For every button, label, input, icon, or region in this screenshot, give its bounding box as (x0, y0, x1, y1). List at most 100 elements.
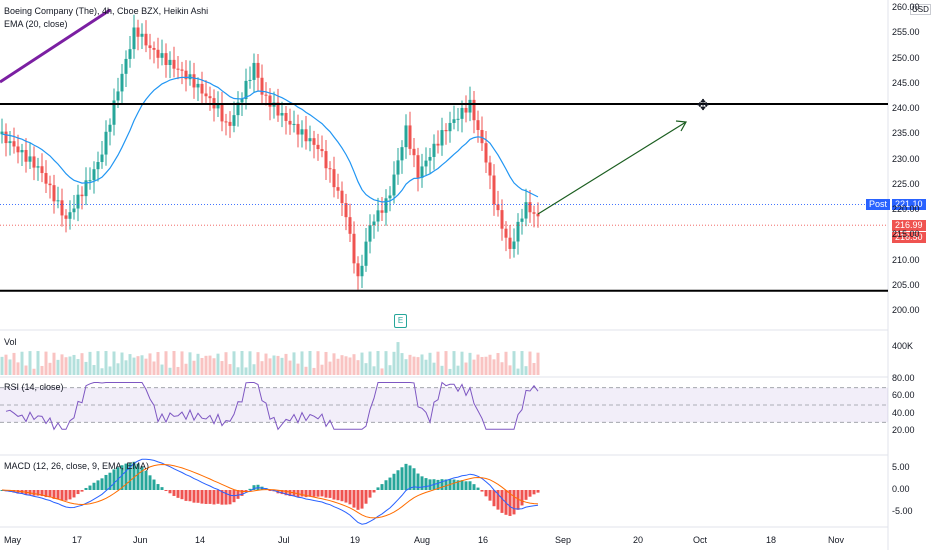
candle-body (52, 185, 56, 202)
rsi-line (5, 381, 539, 431)
volume-bar (252, 364, 256, 375)
macd-histogram-bar (444, 479, 448, 490)
volume-bar (388, 365, 392, 375)
volume-bar (288, 360, 292, 375)
candle-body (284, 112, 288, 121)
macd-histogram-bar (424, 478, 428, 490)
post-tag-label: Post (869, 199, 888, 209)
volume-bar (244, 367, 248, 375)
price-axis-tick: 255.00 (892, 27, 920, 38)
macd-histogram-bar (88, 485, 92, 490)
price-axis-tick: 230.00 (892, 153, 920, 164)
volume-bar (228, 364, 232, 375)
candle-body (404, 125, 408, 148)
macd-histogram-bar (380, 484, 384, 490)
volume-bar (520, 351, 524, 375)
move-cursor-icon[interactable]: ✥ (696, 97, 710, 114)
candle-body (524, 202, 528, 219)
macd-histogram-bar (356, 490, 360, 510)
candle-body (120, 73, 124, 92)
macd-histogram-bar (332, 490, 336, 500)
volume-bar (420, 354, 424, 375)
macd-histogram-bar (252, 485, 256, 490)
volume-bar (332, 353, 336, 375)
macd-histogram-bar (68, 490, 72, 500)
candle-body (44, 173, 48, 184)
candle-body (264, 94, 268, 96)
volume-bar (404, 359, 408, 375)
currency-badge[interactable]: USD (910, 4, 931, 15)
candle-body (484, 143, 488, 163)
candle-body (400, 147, 404, 161)
candle-body (64, 215, 68, 219)
volume-bar (208, 355, 212, 375)
macd-histogram-bar (172, 490, 176, 496)
macd-histogram-bar (388, 477, 392, 490)
candle-body (432, 143, 436, 157)
candle-body (352, 233, 356, 264)
candle-body (312, 138, 316, 145)
candle-body (104, 131, 108, 155)
candle-body (384, 198, 388, 213)
volume-bar (348, 357, 352, 375)
macd-histogram-bar (224, 490, 228, 505)
candle-body (324, 151, 328, 169)
macd-histogram-bar (500, 490, 504, 513)
price-axis-tick: 220.00 (892, 204, 920, 214)
macd-histogram-bar (40, 490, 44, 497)
volume-bar (524, 366, 528, 375)
time-axis-tick: Aug (414, 535, 431, 545)
macd-histogram-bar (416, 473, 420, 490)
volume-bar (156, 352, 160, 375)
candle-body (184, 70, 188, 80)
volume-bar (24, 365, 28, 375)
volume-bar (292, 352, 296, 375)
candle-body (20, 149, 24, 153)
candle-body (428, 156, 432, 161)
volume-bar (200, 357, 204, 375)
macd-histogram-bar (460, 480, 464, 490)
candle-body (144, 33, 148, 46)
candle-body (232, 115, 236, 126)
candle-body (116, 91, 120, 101)
earnings-marker[interactable]: E (394, 314, 407, 328)
volume-bar (20, 351, 24, 375)
candle-body (444, 130, 448, 132)
price-axis-tick: 245.00 (892, 77, 920, 88)
macd-histogram-bar (532, 490, 536, 495)
volume-bar (64, 357, 68, 375)
candle-body (520, 218, 524, 222)
candle-body (216, 104, 220, 109)
candle-body (528, 202, 532, 213)
candle-body (240, 99, 244, 103)
macd-histogram-bar (248, 488, 252, 490)
macd-histogram-bar (152, 479, 156, 490)
candle-body (392, 174, 396, 196)
candle-body (112, 100, 116, 125)
candle-body (220, 104, 224, 122)
volume-bar (516, 368, 520, 375)
macd-histogram-bar (464, 481, 468, 490)
macd-histogram-bar (96, 480, 100, 490)
volume-bar (48, 362, 52, 375)
candle-body (124, 58, 128, 74)
candle-body (92, 169, 96, 181)
volume-bar (172, 351, 176, 375)
macd-histogram-bar (124, 463, 128, 490)
volume-bar (148, 353, 152, 375)
candle-body (96, 162, 100, 170)
candle-body (516, 221, 520, 242)
macd-histogram-bar (364, 490, 368, 504)
macd-histogram-bar (524, 490, 528, 500)
volume-bar (36, 351, 40, 375)
candle-body (300, 129, 304, 135)
macd-histogram-bar (72, 490, 76, 498)
rsi-axis-tick: 20.00 (892, 425, 915, 435)
candle-body (500, 210, 504, 229)
candle-body (156, 49, 160, 58)
candle-body (360, 265, 364, 277)
volume-bar (340, 355, 344, 375)
volume-bar (140, 355, 144, 375)
volume-bar (328, 361, 332, 375)
